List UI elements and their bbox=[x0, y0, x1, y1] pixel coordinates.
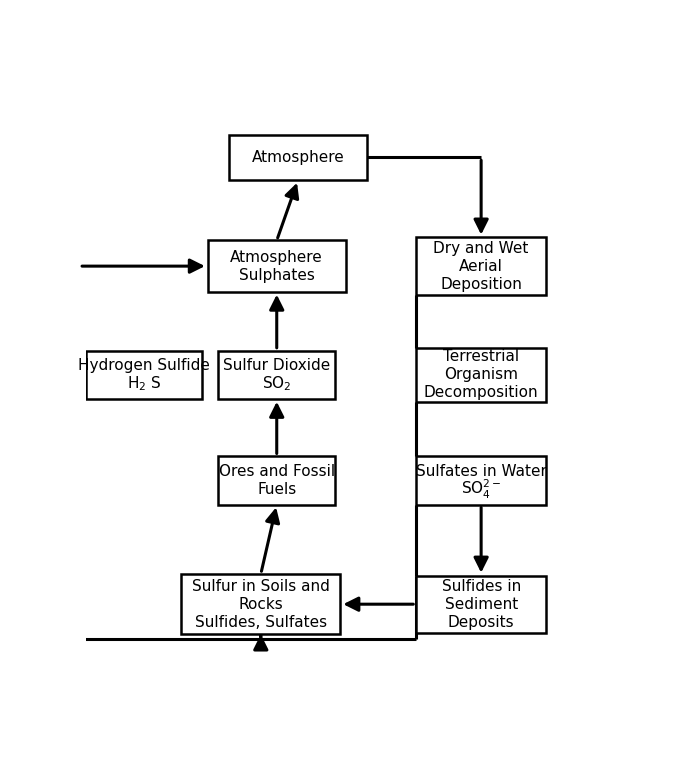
Text: Deposition: Deposition bbox=[440, 277, 522, 292]
Bar bbox=[416, 456, 546, 505]
Text: H$_2$ S: H$_2$ S bbox=[127, 375, 161, 394]
Text: Atmosphere: Atmosphere bbox=[251, 150, 345, 165]
Text: Fuels: Fuels bbox=[257, 482, 297, 497]
Text: Dry and Wet: Dry and Wet bbox=[434, 241, 529, 256]
Text: Atmosphere: Atmosphere bbox=[230, 249, 323, 264]
Text: Sediment: Sediment bbox=[445, 597, 518, 612]
Text: Deposits: Deposits bbox=[448, 615, 514, 630]
Bar bbox=[181, 574, 340, 634]
Bar bbox=[229, 135, 367, 180]
Text: Decomposition: Decomposition bbox=[424, 386, 538, 401]
Text: SO$_2$: SO$_2$ bbox=[262, 375, 292, 394]
Text: SO$_4^{2-}$: SO$_4^{2-}$ bbox=[461, 478, 501, 501]
Text: Aerial: Aerial bbox=[459, 259, 503, 274]
Text: Hydrogen Sulfide: Hydrogen Sulfide bbox=[78, 358, 210, 373]
Text: Sulfates in Water: Sulfates in Water bbox=[416, 464, 547, 479]
Bar bbox=[416, 347, 546, 402]
Text: Organism: Organism bbox=[444, 367, 518, 383]
Bar bbox=[208, 241, 346, 292]
Text: Terrestrial: Terrestrial bbox=[443, 349, 519, 365]
Bar bbox=[219, 456, 335, 505]
Text: Sulfides, Sulfates: Sulfides, Sulfates bbox=[195, 615, 327, 630]
Text: Sulphates: Sulphates bbox=[239, 267, 314, 283]
Text: Rocks: Rocks bbox=[238, 597, 283, 612]
Bar bbox=[416, 575, 546, 633]
Text: Sulfides in: Sulfides in bbox=[442, 579, 521, 593]
Bar bbox=[219, 350, 335, 399]
Bar bbox=[416, 238, 546, 295]
Text: Sulfur Dioxide: Sulfur Dioxide bbox=[223, 358, 330, 373]
Bar bbox=[86, 350, 203, 399]
Text: Ores and Fossil: Ores and Fossil bbox=[219, 464, 335, 479]
Text: Sulfur in Soils and: Sulfur in Soils and bbox=[192, 579, 329, 593]
